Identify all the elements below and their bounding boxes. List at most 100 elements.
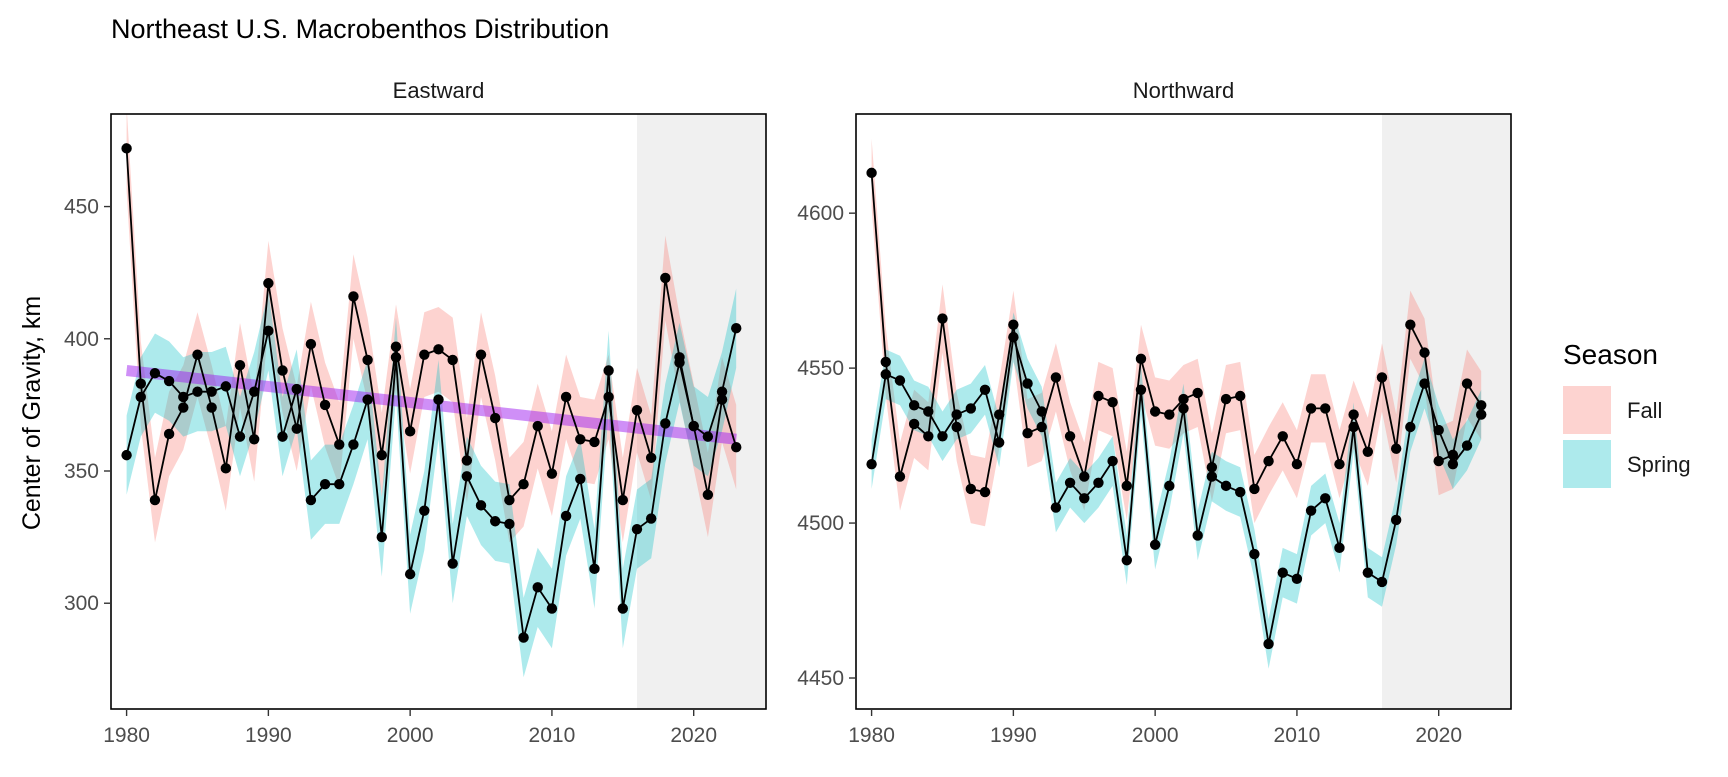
panel-eastward: Eastward 300 350 400 450 1980 1990 2000 2010 2020 [64,78,767,747]
recent-period-shade [1381,114,1511,709]
point-fall-2003 [1192,387,1203,399]
point-fall-1983 [163,428,175,440]
point-fall-1988 [234,360,246,371]
point-spring-1989 [993,437,1005,448]
point-spring-1988 [234,431,246,442]
point-fall-1990 [263,278,274,289]
point-fall-2023 [731,442,742,453]
point-fall-1982 [149,494,161,506]
point-spring-2002 [433,394,444,405]
point-fall-1984 [923,431,934,442]
point-spring-1992 [291,383,302,395]
point-spring-2002 [1178,403,1189,414]
point-spring-1997 [1107,455,1118,467]
point-fall-2016 [1376,372,1388,383]
point-spring-2011 [1305,505,1317,516]
point-fall-2011 [1305,403,1317,414]
point-spring-2018 [660,418,671,429]
point-fall-1982 [894,471,906,482]
point-fall-2000 [1149,406,1161,417]
x-tick-label: 1980 [848,724,895,747]
y-tick-label: 350 [64,460,99,483]
point-fall-1984 [178,402,189,413]
point-fall-1992 [1036,421,1047,433]
point-spring-2018 [1405,421,1416,433]
point-spring-2019 [674,357,685,368]
point-spring-2016 [631,523,643,535]
point-spring-2014 [603,365,614,376]
point-fall-2011 [560,391,572,403]
point-spring-2005 [1220,480,1232,492]
point-fall-2003 [447,354,458,366]
point-fall-1999 [390,341,402,352]
panel-border [110,113,767,710]
point-spring-2000 [404,568,416,580]
point-fall-2021 [702,489,714,500]
legend-label-spring: Spring [1627,452,1691,477]
point-spring-2014 [1348,421,1359,433]
x-tick-label: 2010 [1274,724,1321,747]
point-fall-2006 [1235,390,1246,402]
point-fall-2015 [617,494,629,506]
point-fall-2004 [1206,462,1218,473]
point-fall-1993 [1050,372,1062,383]
point-fall-2001 [1164,409,1175,420]
point-fall-1997 [1107,397,1118,408]
point-spring-1989 [248,386,260,397]
point-fall-1985 [192,349,203,360]
point-spring-1980 [866,458,877,470]
point-spring-1999 [390,352,402,363]
point-spring-2006 [1235,486,1246,498]
point-spring-2009 [1277,567,1288,578]
point-spring-1981 [135,391,146,403]
point-fall-2018 [1405,319,1416,330]
point-spring-2003 [1192,530,1203,541]
point-fall-2014 [603,391,614,403]
point-spring-1980 [121,449,132,461]
point-spring-2023 [731,323,742,334]
point-fall-1999 [1135,353,1147,365]
x-tick-label: 1990 [245,724,292,747]
point-fall-1987 [220,463,232,474]
point-spring-1996 [348,439,359,450]
point-spring-1993 [1050,502,1062,513]
point-fall-2001 [419,349,430,360]
point-fall-1990 [1008,319,1019,330]
point-fall-1985 [937,313,948,324]
point-spring-2023 [1476,409,1487,420]
point-spring-1990 [1008,331,1019,343]
point-fall-1981 [880,356,891,368]
point-spring-1991 [277,431,288,442]
point-fall-1989 [993,409,1005,420]
point-fall-2002 [433,344,444,355]
point-spring-1985 [192,386,203,397]
point-spring-2021 [1447,458,1459,470]
point-spring-1994 [1064,477,1076,488]
x-tick-label: 2000 [387,724,434,747]
y-tick-label: 450 [64,196,99,219]
y-tick-label: 4500 [797,512,844,535]
point-spring-2008 [1263,638,1274,650]
point-fall-2013 [589,436,600,448]
point-spring-1991 [1022,378,1033,389]
facet-label: Eastward [393,78,485,103]
point-spring-1995 [334,479,345,490]
point-spring-2010 [546,603,558,614]
point-spring-1987 [220,381,232,392]
point-fall-2010 [546,468,558,479]
point-fall-1995 [1079,471,1090,482]
point-fall-2007 [504,494,515,506]
facet-label: Northward [1133,78,1234,103]
point-spring-2006 [490,516,501,527]
point-spring-1982 [894,375,906,386]
point-spring-1984 [178,391,189,403]
point-spring-2020 [688,420,699,432]
point-fall-2017 [645,452,657,463]
point-spring-2015 [617,603,629,614]
legend-title: Season [1563,339,1658,370]
point-spring-2020 [1433,424,1444,436]
point-fall-2015 [1362,446,1374,457]
point-fall-2022 [716,394,728,405]
point-spring-2012 [575,473,586,485]
